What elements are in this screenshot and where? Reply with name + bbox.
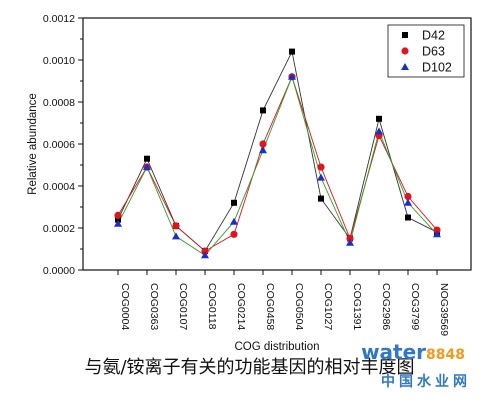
x-tick-label: COG0458 [264,283,276,330]
x-tick-label: COG0004 [119,283,131,330]
y-tick-label: 0.0010 [43,55,75,67]
data-point-d42 [260,107,266,114]
data-point-d63 [230,230,238,238]
y-tick-label: 0.0002 [43,223,75,235]
y-tick-label: 0.0004 [43,181,75,193]
watermark-brand-2: 8848 [426,347,465,363]
data-point-d63 [172,222,180,230]
data-point-d102 [172,232,180,240]
data-point-d63 [201,247,209,255]
legend: D42 D63 D102 [387,24,465,78]
x-axis: COG0004 COG0363 COG0107 COG0118 COG0214 COG04… [117,270,450,336]
data-point-d42 [115,216,121,223]
series-line-d63 [117,75,438,252]
data-point-d63 [433,226,441,234]
data-point-d63 [404,192,412,201]
y-axis-title: Relative abundance [27,93,39,195]
data-point-d102 [375,127,383,135]
data-point-d42 [231,199,237,206]
data-point-d63 [259,140,267,148]
x-tick-label: COG3799 [409,283,421,330]
x-tick-label: COG2986 [380,283,392,330]
data-point-d63 [317,163,325,171]
series-lines [117,50,438,256]
data-point-d42 [405,214,411,221]
x-axis-title: COG distribution [234,341,319,353]
legend-marker-d102 [401,63,409,70]
data-point-d63 [346,234,354,243]
data-point-d102 [230,217,238,225]
data-point-d102 [114,219,122,227]
data-point-d102 [346,238,354,246]
data-point-d63 [114,211,122,219]
watermark-subtitle: 中国水业网 [381,374,471,390]
y-tick-label: 0.0008 [43,97,75,109]
x-tick-label: COG0504 [293,283,305,330]
figure-caption: 与氨/铵离子有关的功能基因的相对丰度图 [84,357,415,378]
legend-box [387,24,465,78]
x-tick-label: COG1027 [322,283,334,330]
y-tick-label: 0.0006 [43,139,75,151]
legend-items: D42 D63 D102 [401,29,452,75]
data-point-d102 [259,146,267,154]
x-tick-label: COG0214 [235,283,247,330]
data-point-d42 [318,195,324,202]
data-point-d102 [288,72,296,80]
data-point-d102 [317,173,325,181]
x-tick-label: COG0118 [206,283,218,330]
data-point-d42 [376,115,382,122]
series-line-d42 [117,50,438,252]
legend-label-d63: D63 [422,45,445,59]
data-point-d102 [201,251,209,259]
legend-marker-d63 [401,47,409,55]
data-point-d42 [289,48,295,55]
x-tick-label: NOG39569 [438,283,450,336]
watermark-logo: water8848 [361,340,465,364]
legend-marker-d42 [402,32,408,38]
x-tick-label: COG0363 [148,283,160,330]
y-tick-label: 0.0000 [43,265,75,277]
y-tick-label: 0.0012 [43,13,75,25]
x-tick-label: COG0107 [177,283,189,330]
x-tick-label: COG1391 [351,283,363,330]
legend-label-d102: D102 [422,61,452,75]
data-point-d102 [404,198,412,206]
watermark-brand-1: water [361,340,427,364]
series-line-d102 [117,75,438,256]
y-axis: 0.0000 0.0002 0.0004 0.0006 0.0008 0.0010 0.00… [43,13,83,277]
data-point-d42 [144,155,150,162]
data-point-d102 [433,230,441,238]
data-point-d102 [143,163,151,171]
series-points [114,48,441,259]
legend-label-d42: D42 [422,29,445,43]
